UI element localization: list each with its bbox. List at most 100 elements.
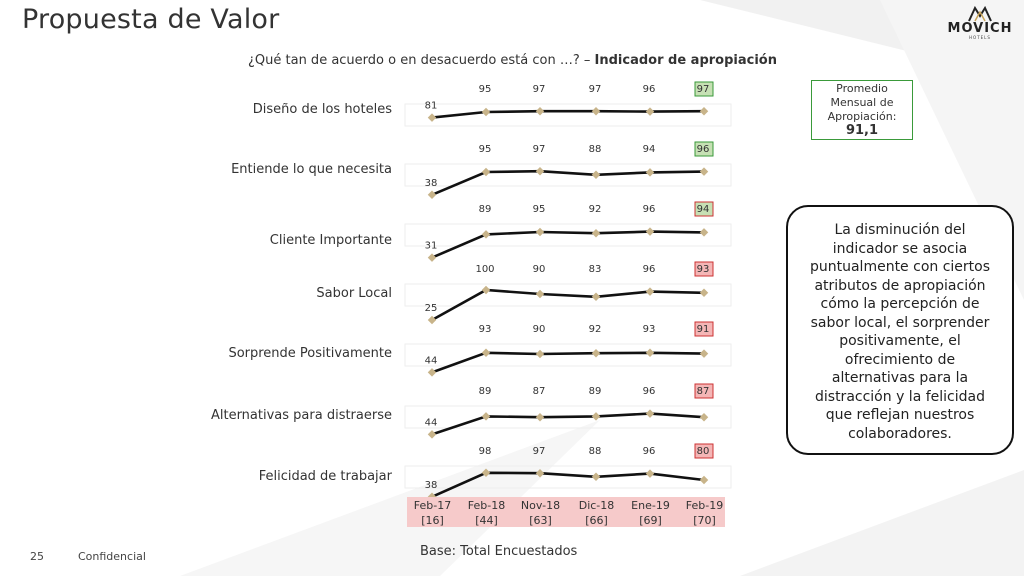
data-label: 31	[425, 241, 438, 252]
data-label: 97	[589, 84, 602, 95]
data-point	[591, 412, 601, 421]
x-tick-label: Dic-18	[578, 499, 615, 512]
data-point	[481, 107, 491, 117]
data-point	[645, 409, 655, 418]
data-label: 38	[425, 480, 438, 491]
data-point	[481, 412, 491, 421]
data-label: 87	[697, 386, 710, 397]
data-point	[699, 475, 709, 485]
data-label: 87	[533, 386, 546, 397]
data-label: 90	[533, 264, 546, 275]
series-label: Sabor Local	[316, 286, 392, 301]
data-point	[699, 349, 709, 358]
series-label: Entiende lo que necesita	[231, 162, 392, 177]
data-label: 88	[589, 144, 602, 155]
page-number: 25	[30, 550, 44, 563]
data-label: 89	[479, 386, 492, 397]
data-label: 80	[697, 446, 710, 457]
data-label: 95	[533, 204, 546, 215]
data-label: 25	[425, 303, 438, 314]
data-label: 91	[697, 324, 710, 335]
data-point	[591, 292, 601, 302]
data-point	[427, 190, 437, 200]
data-point	[535, 412, 545, 422]
data-label: 96	[697, 144, 710, 155]
question-bold: Indicador de apropiación	[594, 53, 777, 68]
highlight-box	[694, 443, 714, 459]
x-tick-label: Ene-19	[631, 499, 670, 512]
data-label: 90	[533, 324, 546, 335]
series-line	[431, 230, 705, 259]
data-label: 94	[643, 144, 656, 155]
average-box: Promedio Mensual de Apropiación: 91,1	[811, 80, 913, 140]
series-label: Diseño de los hoteles	[252, 102, 392, 117]
series-label: Sorprende Positivamente	[228, 346, 392, 361]
data-point	[645, 227, 655, 236]
data-point	[645, 168, 655, 177]
highlight-box	[694, 321, 714, 337]
data-label: 94	[697, 204, 710, 215]
sample-size-label: [16]	[421, 514, 444, 527]
brand-name: MOVICH	[947, 21, 1013, 36]
question-prefix: ¿Qué tan de acuerdo o en desacuerdo está…	[248, 53, 595, 68]
series-line	[431, 288, 705, 322]
highlight-box	[694, 81, 714, 97]
series-line	[431, 169, 705, 196]
data-point	[481, 348, 491, 358]
series-label: Alternativas para distraerse	[210, 408, 392, 423]
series-line	[431, 351, 705, 374]
row-frame	[404, 465, 732, 489]
series-line	[431, 412, 705, 436]
average-label: Promedio Mensual de Apropiación:	[827, 82, 897, 123]
sample-size-label: [63]	[529, 514, 552, 527]
series-line	[431, 471, 705, 498]
data-point	[645, 287, 655, 296]
data-point	[645, 348, 655, 358]
data-point	[535, 227, 545, 237]
highlight-box	[694, 141, 714, 157]
data-point	[535, 289, 545, 299]
data-label: 98	[479, 446, 492, 457]
data-label: 89	[589, 386, 602, 397]
data-label: 96	[643, 204, 656, 215]
data-label: 93	[479, 324, 492, 335]
base-note: Base: Total Encuestados	[420, 544, 578, 559]
data-label: 97	[533, 144, 546, 155]
data-label: 97	[533, 84, 546, 95]
highlight-box	[694, 261, 714, 277]
sample-size-label: [70]	[693, 514, 716, 527]
data-point	[481, 230, 491, 239]
row-frame	[404, 163, 732, 187]
data-point	[427, 315, 437, 325]
confidential-label: Confidencial	[78, 550, 146, 563]
series-label: Felicidad de trabajar	[258, 469, 392, 484]
data-label: 81	[425, 101, 438, 112]
page-title: Propuesta de Valor	[22, 4, 280, 35]
highlight-box	[694, 201, 714, 217]
data-point	[645, 469, 655, 478]
data-point	[591, 106, 601, 116]
data-label: 83	[589, 264, 602, 275]
data-label: 89	[479, 204, 492, 215]
highlight-box	[694, 383, 714, 399]
data-label: 95	[479, 144, 492, 155]
data-point	[645, 107, 655, 116]
x-tick-label: Feb-17	[413, 499, 452, 512]
brand-sub: HOTELS	[969, 35, 991, 40]
data-point	[535, 468, 545, 478]
x-tick-label: Feb-19	[685, 499, 724, 512]
data-point	[699, 106, 709, 116]
series-label: Cliente Importante	[269, 233, 392, 248]
x-tick-label: Nov-18	[520, 499, 561, 512]
data-label: 44	[425, 355, 438, 366]
data-point	[481, 468, 491, 478]
average-value: 91,1	[845, 123, 879, 138]
data-label: 97	[697, 84, 710, 95]
data-point	[427, 368, 437, 377]
data-point	[481, 167, 491, 177]
data-point	[427, 430, 437, 439]
data-label: 44	[425, 417, 438, 428]
data-point	[591, 348, 601, 358]
data-point	[427, 253, 437, 262]
